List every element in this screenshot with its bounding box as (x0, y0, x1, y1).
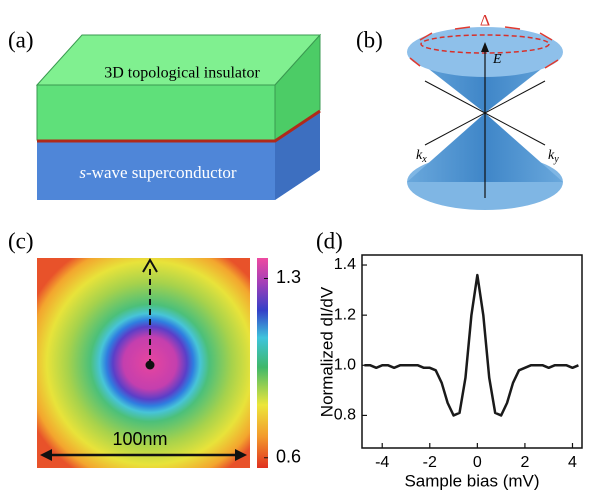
data-line (364, 275, 578, 415)
insulator-front (37, 85, 275, 140)
kx-sub: x (421, 154, 427, 165)
scale-bar-label: 100nm (112, 429, 167, 449)
x-tick-label: 4 (568, 454, 577, 471)
plot-frame (362, 255, 582, 448)
x-tick-label: -2 (423, 454, 437, 471)
x-axis-label: Sample bias (mV) (404, 471, 539, 490)
figure: (a) 3D topological insulator s-wave supe… (0, 0, 594, 494)
colorbar-tick-label: 1.3 (276, 267, 301, 287)
gap-label: Δ (480, 13, 490, 30)
x-tick-label: 0 (473, 454, 482, 471)
y-tick-label: 1.0 (334, 357, 356, 374)
panel-label: (d) (316, 228, 343, 253)
layer-label: s-wave superconductor (79, 163, 237, 182)
ky-label: ky (548, 148, 559, 165)
colorbar (257, 258, 268, 468)
panel-label: (b) (356, 27, 383, 52)
x-tick-label: 2 (520, 454, 529, 471)
layer-label-rest: -wave superconductor (86, 163, 237, 182)
ky-sub: y (553, 154, 559, 165)
vortex-center (146, 361, 155, 370)
layer-label: 3D topological insulator (104, 65, 260, 82)
panel-label: (c) (8, 228, 34, 253)
y-tick-label: 0.8 (334, 407, 356, 424)
y-tick-label: 1.4 (334, 256, 356, 273)
panel-label: (a) (8, 27, 34, 52)
y-tick-label: 1.2 (334, 306, 356, 323)
kx-label: kx (416, 148, 427, 165)
colorbar-tick-label: 0.6 (276, 447, 301, 467)
x-tick-label: -4 (375, 454, 389, 471)
energy-label: E (492, 52, 502, 67)
